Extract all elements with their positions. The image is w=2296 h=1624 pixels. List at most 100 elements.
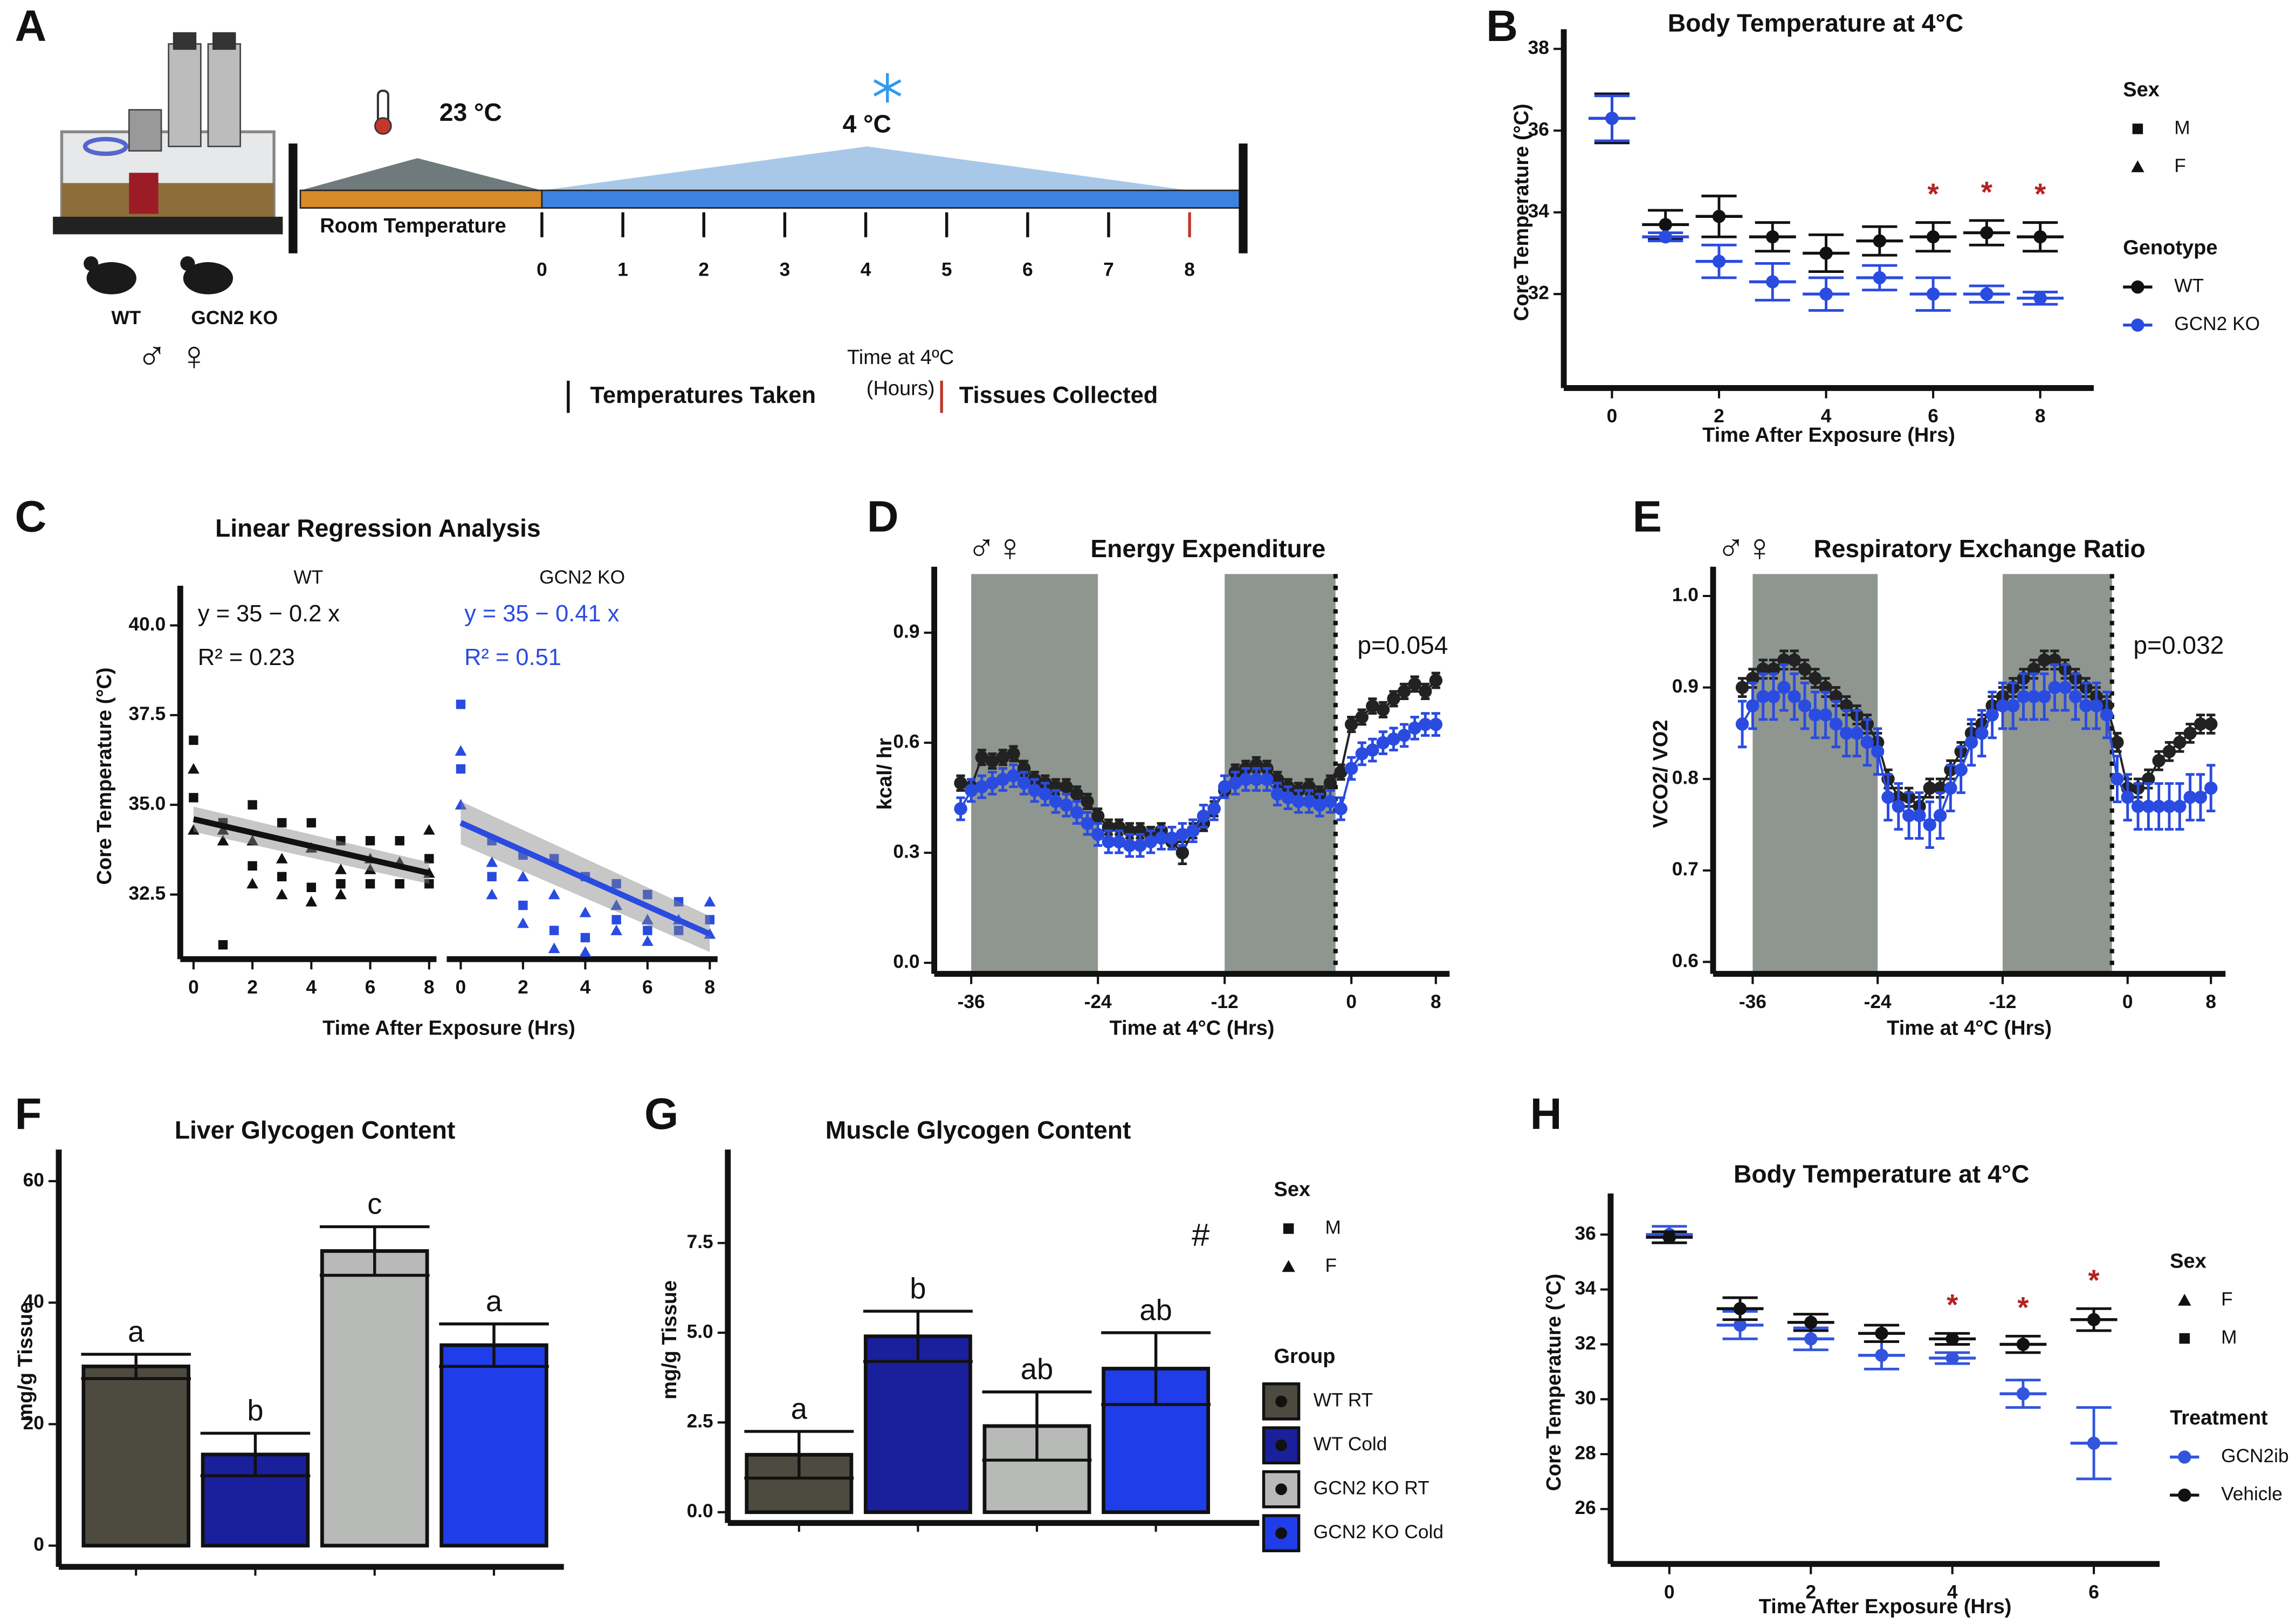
data-point: [1954, 763, 1968, 777]
data-point: [986, 754, 999, 768]
y-tick-label: 32.5: [129, 883, 166, 904]
x-tick-label: 0: [1607, 406, 1618, 427]
data-point: [2089, 699, 2103, 712]
y-tick-label: 60: [23, 1169, 44, 1190]
data-point: [1270, 787, 1284, 801]
x-tick-label: -24: [1864, 991, 1892, 1012]
x-tick-label: -12: [1989, 991, 2016, 1012]
data-point: [579, 946, 592, 957]
mean-point: [1980, 287, 1993, 301]
y-axis-label: Core Temperature (°C): [1543, 1274, 1565, 1491]
data-point: [1091, 809, 1105, 823]
group-letter: a: [486, 1285, 503, 1318]
hour-label: 2: [698, 259, 709, 280]
y-tick-label: 0.6: [893, 731, 919, 752]
data-point: [1756, 690, 1770, 703]
y-tick-label: 20: [23, 1413, 44, 1434]
mean-point: [2016, 1338, 2030, 1351]
y-tick-label: 32: [1528, 283, 1549, 304]
group-letter: b: [910, 1272, 926, 1305]
data-point: [2111, 772, 2124, 786]
data-point: [1923, 781, 1936, 795]
mean-point: [1662, 1230, 1676, 1244]
mean-point: [1766, 230, 1779, 244]
x-tick-label: 2: [1714, 406, 1724, 427]
panel-label: A: [15, 2, 47, 51]
panel-label: G: [644, 1089, 678, 1139]
y-axis-label: Core Temperature (°C): [93, 667, 116, 885]
data-point: [1260, 772, 1274, 786]
cage: [53, 32, 283, 235]
data-point: [2142, 799, 2155, 813]
error-bar: [744, 1430, 854, 1480]
panel-label: B: [1486, 2, 1518, 51]
x-tick-label: 0: [2122, 991, 2133, 1012]
data-point: [1070, 787, 1084, 801]
legend-title: Group: [1274, 1345, 1335, 1368]
legend-label: WT RT: [1314, 1390, 1373, 1411]
data-point: [305, 896, 318, 907]
legend-title: Treatment: [2170, 1407, 2268, 1429]
data-point: [1397, 684, 1411, 698]
data-point: [1429, 674, 1443, 687]
legend-title: Sex: [2123, 78, 2160, 101]
data-point: [1334, 765, 1348, 779]
group-letter: ab: [1139, 1293, 1172, 1326]
bar: [81, 1365, 190, 1548]
legend-marker: [2178, 1450, 2191, 1464]
x-tick-label: 0: [188, 977, 199, 998]
x-tick-label: 0: [1664, 1581, 1675, 1602]
panel-label: H: [1530, 1089, 1562, 1139]
legend-label: F: [2221, 1289, 2233, 1310]
data-point: [277, 818, 287, 828]
significance-star: *: [1947, 1289, 1958, 1321]
legend-marker: [1275, 1395, 1287, 1408]
y-axis-label: mg/g Tissue: [658, 1280, 681, 1400]
data-point: [1133, 839, 1147, 852]
data-point: [1881, 790, 1895, 804]
p-value: p=0.032: [2133, 631, 2224, 659]
data-point: [1376, 736, 1390, 750]
x-tick-label: 4: [306, 977, 317, 998]
mean-point: [1804, 1315, 1818, 1330]
data-point: [2037, 653, 2051, 667]
data-point: [1060, 798, 1073, 812]
x-tick-label: 2: [1805, 1581, 1816, 1602]
data-point: [1313, 798, 1326, 812]
data-point: [2121, 790, 2134, 804]
data-point: [1840, 727, 1853, 740]
data-point: [1735, 717, 1749, 731]
data-point: [1060, 780, 1073, 793]
data-point: [1408, 721, 1421, 735]
r-squared: R² = 0.23: [198, 645, 295, 670]
data-point: [1144, 835, 1158, 848]
data-point: [1788, 653, 1801, 667]
mean-point: [1946, 1332, 1959, 1346]
data-point: [2068, 690, 2082, 703]
data-point: [986, 776, 999, 790]
data-point: [1249, 772, 1263, 786]
legend-label: M: [2174, 117, 2190, 138]
data-point: [1408, 677, 1421, 691]
data-point: [248, 800, 257, 810]
x-tick-label: 0: [456, 977, 466, 998]
x-tick-label: 8: [2205, 991, 2216, 1012]
legend-title: Genotype: [2123, 237, 2217, 259]
legend-label: F: [1325, 1255, 1337, 1276]
mean-point: [1605, 112, 1619, 125]
y-tick-label: 0: [33, 1534, 44, 1555]
data-point: [335, 888, 347, 900]
data-point: [2173, 736, 2187, 749]
hour-label: 0: [537, 259, 547, 280]
y-tick-label: 37.5: [129, 703, 166, 724]
legend-label: Vehicle: [2221, 1483, 2283, 1504]
x-tick-label: -12: [1211, 991, 1239, 1012]
y-tick-label: 0.9: [893, 621, 919, 642]
data-point: [2027, 690, 2041, 703]
data-point: [246, 878, 259, 889]
data-point: [964, 784, 978, 797]
x-tick-label: 6: [642, 977, 653, 998]
error-bar: [439, 1322, 549, 1368]
chart-title: Muscle Glycogen Content: [826, 1116, 1131, 1144]
